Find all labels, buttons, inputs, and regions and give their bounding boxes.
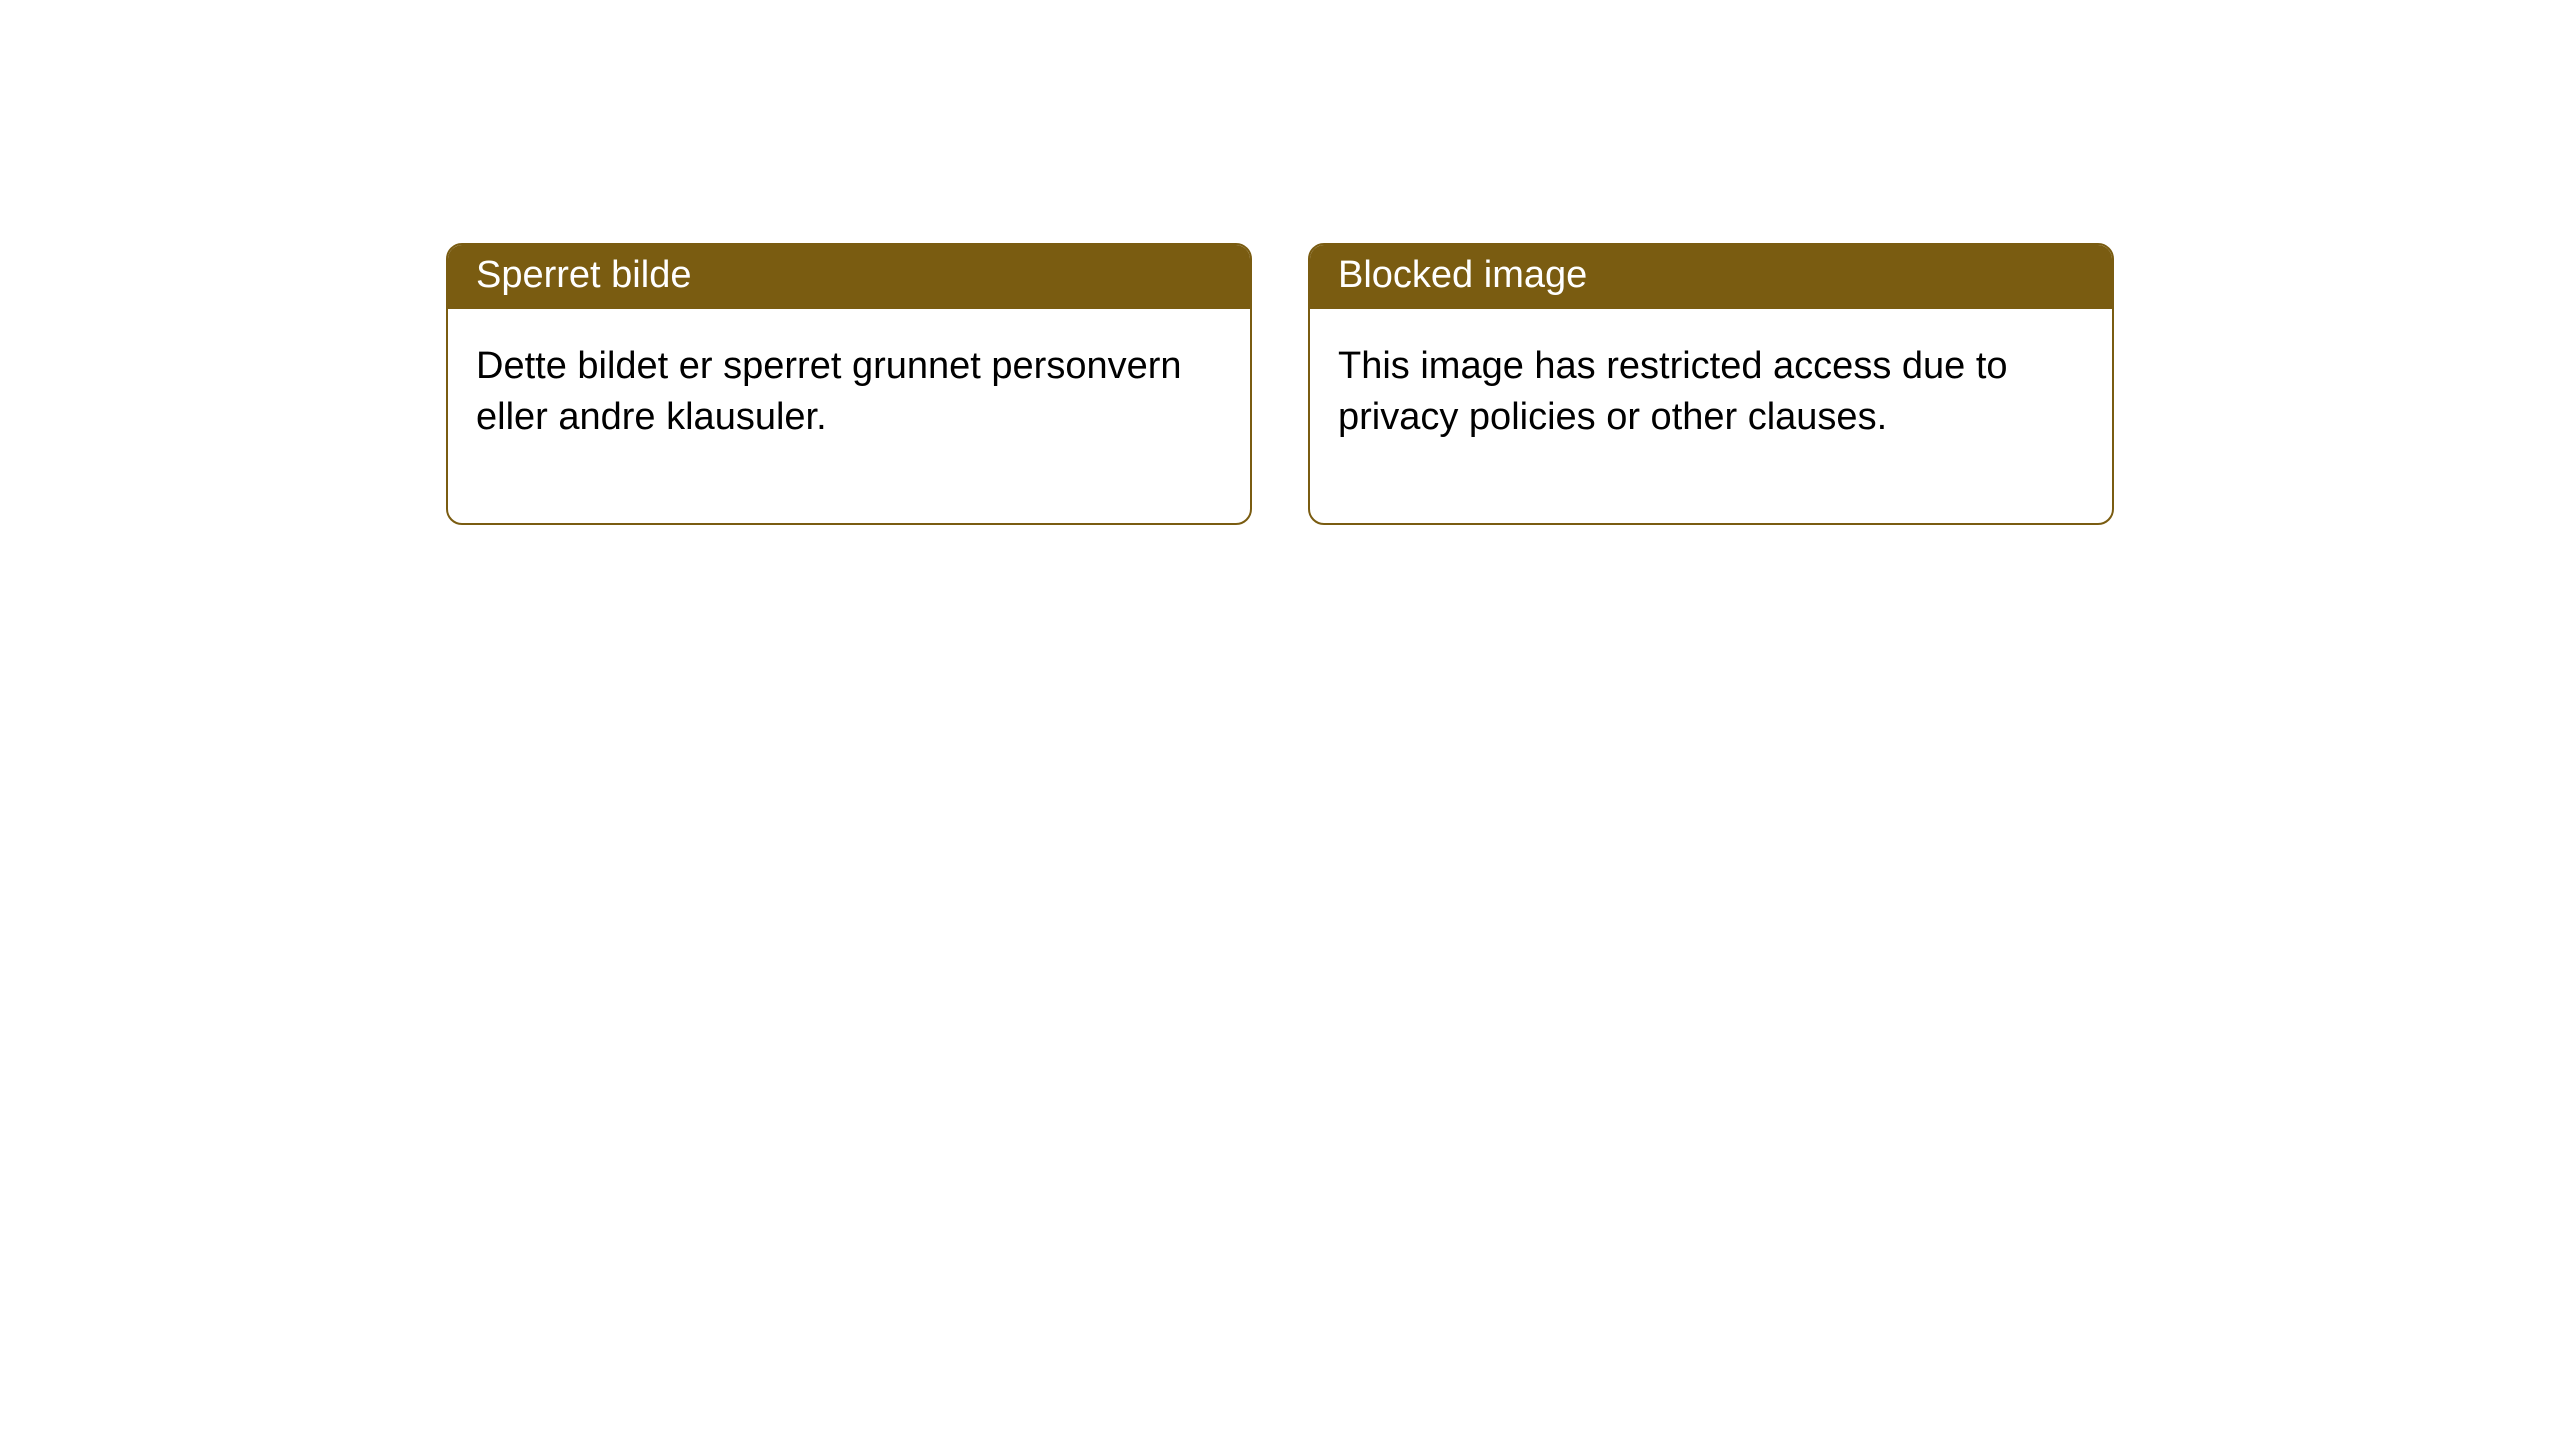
notice-header-english: Blocked image [1310,245,2112,309]
notice-body-norwegian: Dette bildet er sperret grunnet personve… [448,309,1250,524]
notice-container: Sperret bilde Dette bildet er sperret gr… [0,0,2560,525]
notice-header-norwegian: Sperret bilde [448,245,1250,309]
notice-card-norwegian: Sperret bilde Dette bildet er sperret gr… [446,243,1252,525]
notice-card-english: Blocked image This image has restricted … [1308,243,2114,525]
notice-body-english: This image has restricted access due to … [1310,309,2112,524]
